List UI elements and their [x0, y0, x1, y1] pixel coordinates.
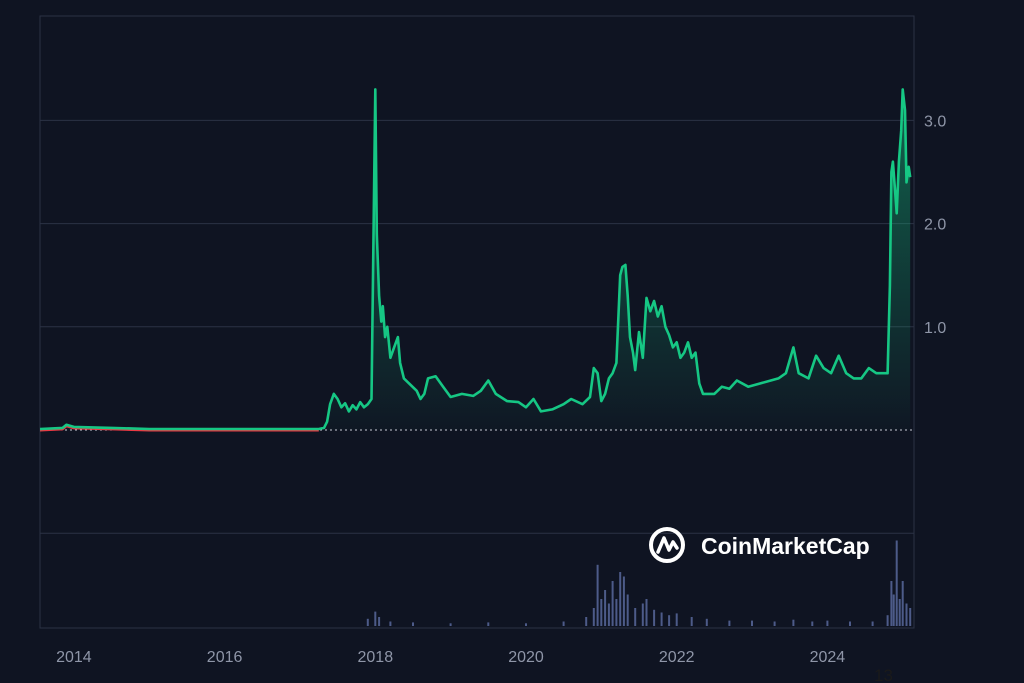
volume-bar: [892, 594, 895, 626]
volume-bar: [389, 621, 392, 626]
volume-bar: [811, 621, 814, 626]
coinmarketcap-watermark: CoinMarketCap: [649, 527, 870, 563]
y-tick-label: 3.0: [924, 113, 946, 130]
y-tick-label: 2.0: [924, 217, 946, 234]
volume-bar: [751, 620, 753, 626]
volume-bar: [615, 599, 618, 626]
volume-bar: [773, 621, 776, 626]
volume-bar: [792, 619, 795, 626]
x-tick-label: 2014: [56, 649, 92, 666]
volume-bar: [487, 622, 490, 626]
volume-bar: [826, 620, 829, 626]
plot-frame: [39, 15, 915, 629]
volume-bar: [886, 615, 889, 626]
grid: [40, 119, 914, 534]
volume-bar: [668, 615, 671, 626]
price-line: [39, 88, 912, 431]
x-tick-label: 2016: [207, 649, 243, 666]
volume-bar: [728, 620, 731, 626]
volume-bar: [871, 621, 874, 626]
volume-bar: [366, 618, 369, 626]
volume-bar: [378, 617, 381, 626]
x-tick-label: 2020: [508, 649, 544, 666]
volume-bar: [626, 594, 629, 626]
volume-bar: [622, 576, 625, 626]
volume-bar: [525, 623, 527, 626]
volume-bar: [641, 603, 644, 626]
volume-bar: [690, 617, 693, 626]
volume-bar: [449, 623, 452, 626]
volume-bar: [592, 608, 595, 626]
volume-bar: [890, 581, 893, 626]
volume-bar: [607, 603, 610, 626]
volume-bar: [705, 618, 708, 626]
coinmarketcap-logo-icon: [649, 527, 685, 563]
volume-bar: [675, 613, 678, 626]
x-tick-label: 2024: [810, 649, 846, 666]
volume-bar: [660, 612, 663, 626]
volume-bar: [611, 581, 614, 626]
x-axis-ticks: 2014 2016 2018 2020 2022 2024: [56, 649, 845, 666]
volume-bar: [849, 621, 851, 626]
volume-bar: [412, 622, 414, 626]
volume-bar: [909, 608, 912, 626]
volume-bar: [600, 599, 603, 626]
volume-bar: [645, 599, 648, 626]
volume-bar: [634, 608, 637, 626]
stray-number-label: 13: [874, 666, 893, 683]
volume-bar: [619, 572, 622, 626]
y-axis-ticks: 1.0 2.0 3.0: [924, 113, 946, 336]
volume-bar: [374, 611, 377, 626]
volume-bar: [898, 599, 901, 626]
x-tick-label: 2018: [358, 649, 394, 666]
price-area: [40, 89, 911, 431]
volume-bar: [562, 621, 565, 626]
volume-bars: [366, 540, 912, 626]
volume-bar: [604, 590, 607, 626]
brand-name: CoinMarketCap: [701, 533, 870, 559]
volume-bar: [596, 564, 599, 626]
volume-bar: [895, 540, 898, 626]
volume-bar: [905, 603, 908, 626]
volume-bar: [585, 617, 588, 626]
volume-bar: [901, 581, 904, 626]
x-tick-label: 2022: [659, 649, 695, 666]
y-tick-label: 1.0: [924, 320, 946, 337]
volume-bar: [653, 609, 656, 626]
